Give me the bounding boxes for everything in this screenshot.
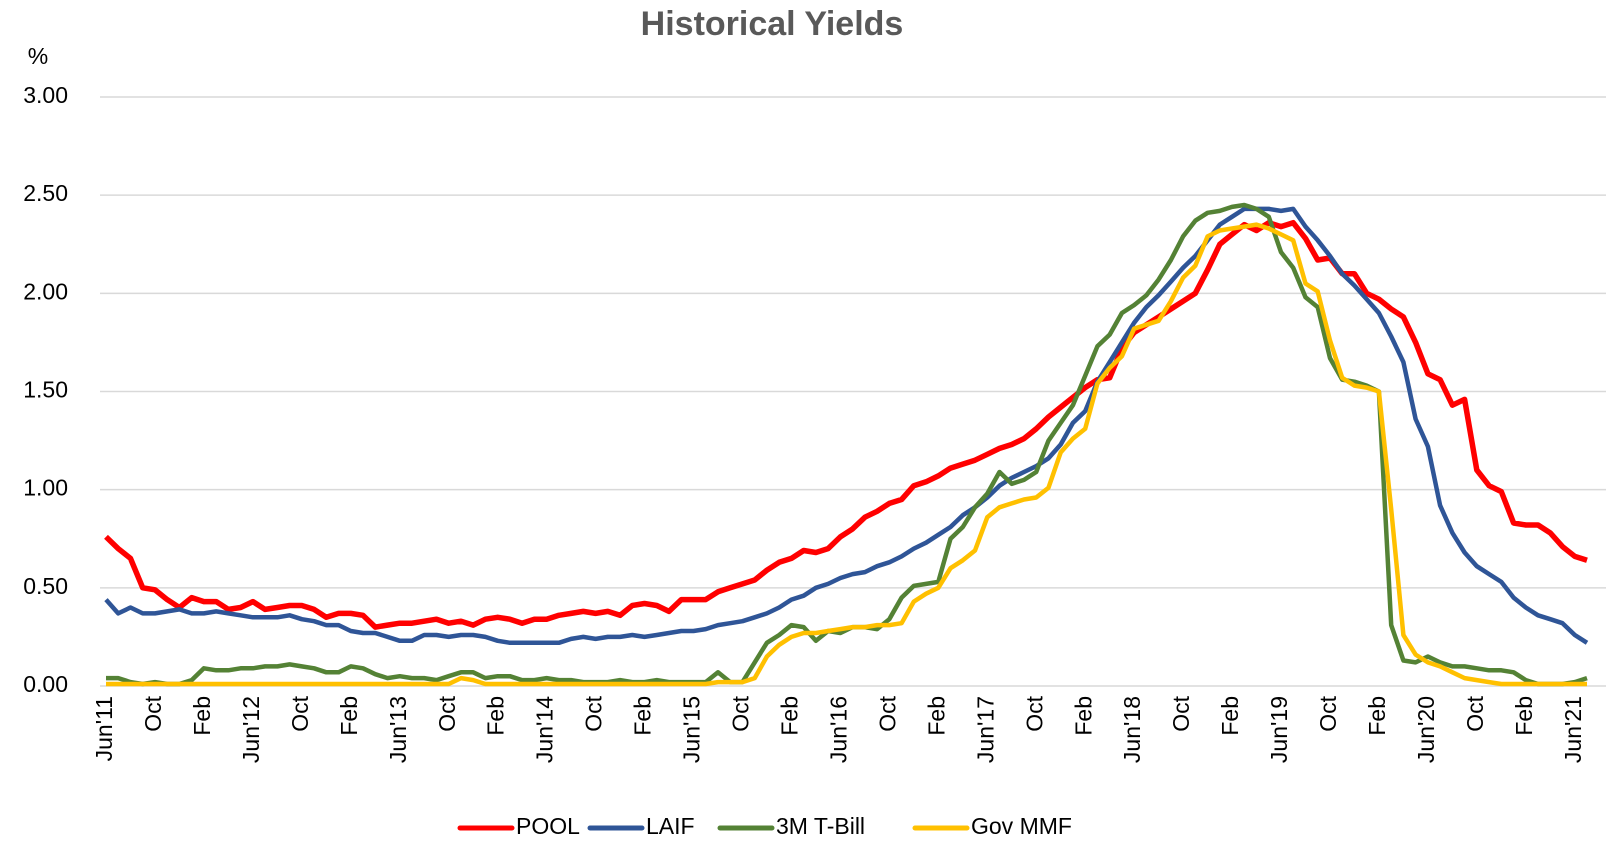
x-tick-label: Feb [1511, 696, 1537, 736]
x-tick-label: Oct [1168, 695, 1194, 731]
chart-title: Historical Yields [641, 5, 904, 43]
line-series [106, 222, 1587, 687]
x-tick-label: Oct [1315, 695, 1341, 731]
legend-item: POOL [457, 813, 580, 839]
y-axis-label: % [28, 43, 48, 69]
x-tick-label: Jun'11 [91, 696, 117, 761]
x-tick-label: Jun'17 [972, 696, 998, 763]
x-tick-label: Feb [483, 696, 509, 736]
legend-label: 3M T-Bill [776, 813, 865, 839]
line-series [104, 219, 1588, 630]
x-tick-label: Jun'12 [238, 696, 264, 763]
legend-item: 3M T-Bill [717, 813, 865, 839]
x-tick-label: Feb [923, 696, 949, 736]
line-series [106, 202, 1588, 687]
y-tick-label: 1.00 [23, 475, 68, 501]
x-tick-label: Oct [287, 695, 313, 731]
x-tick-label: Jun'14 [532, 696, 558, 763]
x-tick-label: Oct [1021, 695, 1047, 731]
x-tick-label: Feb [189, 696, 215, 736]
x-tick-label: Jun'18 [1119, 696, 1145, 763]
x-tick-label: Oct [874, 695, 900, 731]
x-tick-label: Oct [140, 695, 166, 731]
x-tick-label: Feb [1070, 696, 1096, 736]
x-tick-label: Jun'19 [1266, 696, 1292, 763]
x-tick-label: Oct [1462, 695, 1488, 731]
y-tick-label: 2.50 [23, 180, 68, 206]
x-tick-label: Feb [776, 696, 802, 736]
line-series [104, 206, 1589, 646]
x-tick-label: Jun'15 [679, 696, 705, 763]
y-tick-label: 3.00 [23, 82, 68, 108]
legend-item: LAIF [587, 813, 695, 839]
x-tick-label: Oct [434, 695, 460, 731]
x-tick-label: Feb [630, 696, 656, 736]
legend-label: LAIF [646, 813, 695, 839]
x-tick-label: Oct [581, 695, 607, 731]
x-tick-label: Jun'20 [1413, 696, 1439, 763]
x-tick-label: Jun'16 [825, 696, 851, 763]
x-tick-label: Feb [1217, 696, 1243, 736]
x-tick-label: Feb [336, 696, 362, 736]
y-tick-label: 1.50 [23, 377, 68, 403]
y-tick-label: 0.00 [23, 671, 68, 697]
legend-label: POOL [516, 813, 580, 839]
y-tick-label: 0.50 [23, 573, 68, 599]
x-tick-label: Jun'13 [385, 696, 411, 763]
legend-item: Gov MMF [912, 813, 1072, 839]
y-tick-label: 2.00 [23, 278, 68, 304]
x-tick-label: Feb [1364, 696, 1390, 736]
legend-label: Gov MMF [971, 813, 1072, 839]
x-tick-label: Jun'21 [1560, 696, 1586, 763]
x-tick-label: Oct [728, 695, 754, 731]
